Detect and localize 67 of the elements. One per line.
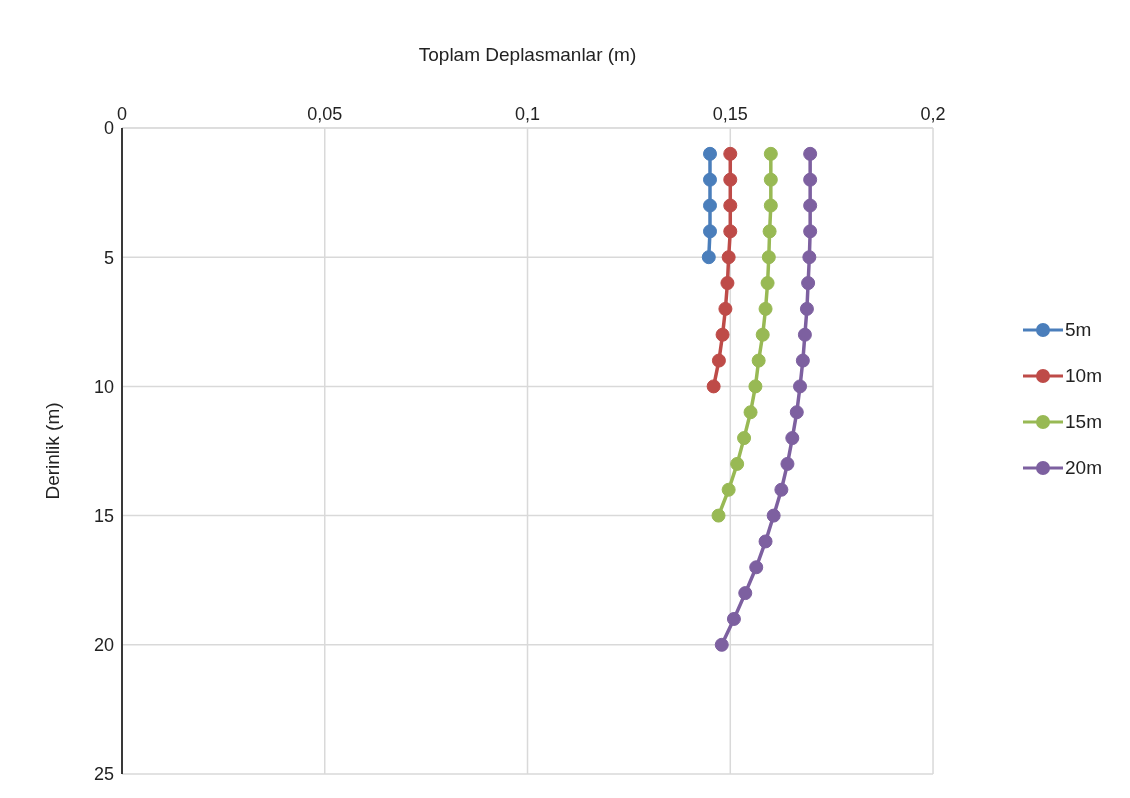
point <box>723 198 738 213</box>
point <box>795 353 810 368</box>
point <box>730 456 745 471</box>
point <box>726 611 741 626</box>
point <box>737 431 752 446</box>
point <box>803 146 818 161</box>
point <box>761 250 776 265</box>
point <box>758 301 773 316</box>
point <box>785 431 800 446</box>
point <box>720 276 735 291</box>
point <box>715 327 730 342</box>
x-tick-label: 0,05 <box>307 104 343 124</box>
point <box>723 224 738 239</box>
y-tick-label: 5 <box>103 247 114 268</box>
y-tick-label: 20 <box>93 635 114 656</box>
point <box>799 301 814 316</box>
point <box>760 276 775 291</box>
point <box>721 250 736 265</box>
point <box>803 172 818 187</box>
x-tick-label: 0 <box>116 104 128 124</box>
point <box>803 198 818 213</box>
point <box>803 224 818 239</box>
y-axis-title: Derinlik (m) <box>41 402 63 500</box>
point <box>789 405 804 420</box>
point <box>748 379 763 394</box>
legend-label: 15m <box>1065 410 1102 434</box>
point <box>701 250 716 265</box>
x-tick-label: 0,2 <box>920 104 946 124</box>
y-tick-label: 10 <box>93 376 114 397</box>
point <box>774 482 789 497</box>
x-axis-title: Toplam Deplasmanlar (m) <box>418 44 637 66</box>
point <box>743 405 758 420</box>
point <box>801 276 816 291</box>
point <box>780 456 795 471</box>
point <box>718 301 733 316</box>
point <box>763 146 778 161</box>
point <box>703 146 717 161</box>
point <box>711 353 726 368</box>
x-tick-label: 0,1 <box>515 104 541 124</box>
point <box>802 250 817 265</box>
legend-label: 5m <box>1065 318 1092 342</box>
point <box>758 534 773 549</box>
point <box>711 508 726 523</box>
point <box>797 327 812 342</box>
point <box>714 637 729 652</box>
point <box>721 482 736 497</box>
point <box>751 353 766 368</box>
legend-label: 10m <box>1065 364 1102 388</box>
legend-label: 20m <box>1065 456 1102 480</box>
point <box>703 224 717 239</box>
point <box>749 560 764 575</box>
y-tick-label: 15 <box>93 505 114 526</box>
point <box>723 172 738 187</box>
point <box>703 172 717 187</box>
point <box>763 172 778 187</box>
point <box>723 146 738 161</box>
y-tick-label: 0 <box>103 118 114 139</box>
x-tick-label: 0,15 <box>712 104 748 124</box>
y-tick-label: 25 <box>93 764 114 785</box>
point <box>755 327 770 342</box>
point <box>703 198 717 213</box>
point <box>706 379 721 394</box>
point <box>762 224 777 239</box>
point <box>766 508 781 523</box>
point <box>793 379 808 394</box>
point <box>738 586 753 601</box>
point <box>763 198 778 213</box>
